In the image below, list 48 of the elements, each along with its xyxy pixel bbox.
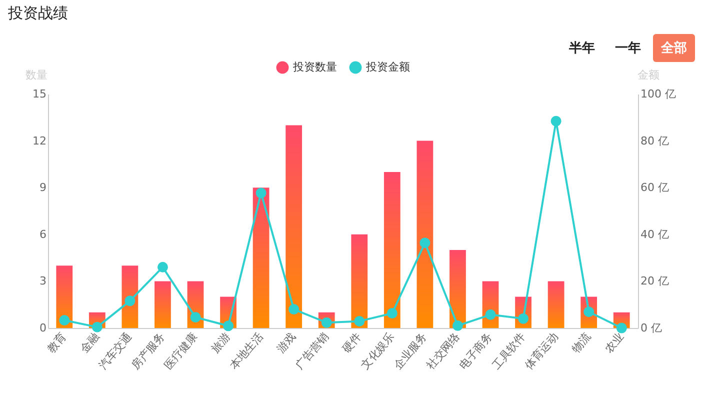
x-tick-label: 旅游 (208, 330, 233, 356)
bar (351, 234, 368, 328)
bar (450, 250, 466, 328)
point (288, 304, 300, 315)
x-tick-label: 农业 (602, 330, 626, 356)
point (190, 312, 201, 322)
point (518, 313, 529, 324)
y2-tick-label: 0 亿 (640, 322, 662, 334)
bar (548, 281, 564, 328)
bar (416, 140, 434, 328)
chart-title: 投资战绩 (7, 4, 68, 22)
bar (286, 125, 302, 328)
point (452, 320, 463, 331)
x-tick-label: 物流 (569, 330, 594, 356)
x-tick-label: 教育 (44, 330, 69, 356)
bar (154, 281, 171, 328)
point (485, 309, 496, 320)
y-tick-label: 9 (40, 181, 46, 194)
bar (252, 188, 270, 328)
point (616, 322, 627, 334)
y2-tick-label: 40 亿 (640, 228, 669, 241)
legend-label: 投资数量 (292, 60, 337, 74)
x-tick-label: 金融 (78, 330, 102, 356)
y2-tick-label: 60 亿 (640, 181, 669, 194)
point (157, 262, 168, 272)
point (223, 320, 234, 332)
point (92, 322, 102, 332)
point (256, 188, 266, 198)
y2-tick-label: 20 亿 (640, 274, 669, 288)
point (124, 296, 136, 306)
y2-tick-label: 80 亿 (640, 134, 669, 148)
point (386, 308, 398, 318)
period-button[interactable]: 半年 (561, 34, 603, 62)
point (354, 316, 365, 326)
y-tick-label: 15 (32, 88, 46, 100)
point (420, 238, 430, 248)
y2-tick-label: 100 亿 (640, 88, 676, 100)
x-tick-label: 游戏 (274, 330, 298, 356)
y-tick-label: 6 (40, 228, 46, 241)
bar (56, 266, 73, 328)
period-button[interactable]: 一年 (607, 34, 649, 62)
point (550, 116, 562, 126)
y-tick-label: 0 (40, 322, 46, 334)
point (59, 315, 70, 326)
y-tick-label: 12 (32, 134, 46, 148)
bar (384, 172, 400, 328)
y-tick-label: 3 (40, 274, 46, 288)
legend-label: 投资金额 (365, 60, 410, 74)
